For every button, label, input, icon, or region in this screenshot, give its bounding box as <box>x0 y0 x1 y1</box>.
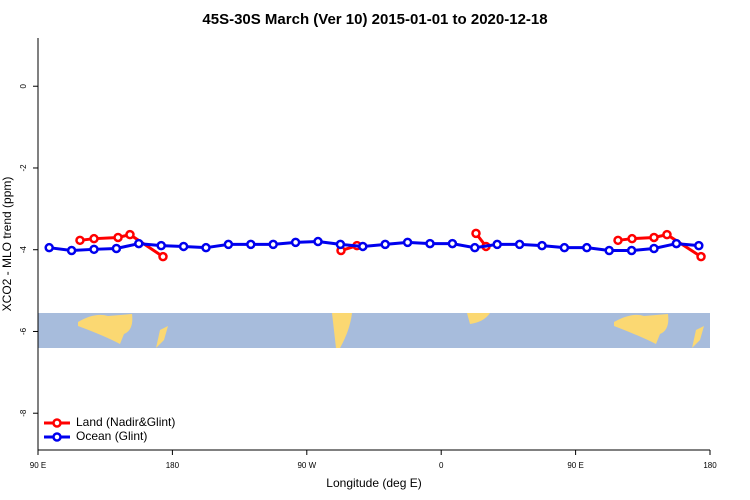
x-axis-label: Longitude (deg E) <box>326 476 421 490</box>
point <box>402 237 413 248</box>
point <box>649 232 659 243</box>
point <box>89 244 99 255</box>
point <box>425 238 435 249</box>
point <box>662 229 672 240</box>
point <box>649 243 659 254</box>
point <box>604 245 614 256</box>
chart-title: 45S-30S March (Ver 10) 2015-01-01 to 202… <box>202 11 547 28</box>
legend-marker <box>52 418 62 428</box>
point <box>471 228 481 239</box>
point <box>582 242 592 253</box>
point <box>201 242 211 253</box>
point <box>380 239 390 250</box>
point <box>335 239 346 250</box>
legend-label: Ocean (Glint) <box>76 429 147 443</box>
point <box>75 235 85 246</box>
y-tick-label: -6 <box>19 327 28 335</box>
point <box>156 240 166 251</box>
point <box>158 251 168 262</box>
point <box>178 241 189 252</box>
point <box>44 242 54 253</box>
y-tick-label: -4 <box>19 246 28 254</box>
point <box>492 239 502 250</box>
point <box>89 233 99 244</box>
y-axis-label: XCO2 - MLO trend (ppm) <box>0 177 14 312</box>
point <box>111 243 122 254</box>
point <box>613 235 623 246</box>
point <box>246 239 256 250</box>
point <box>66 245 77 256</box>
x-tick-label: 180 <box>703 461 717 470</box>
map-strip <box>38 313 710 348</box>
legend-marker <box>52 432 62 442</box>
point <box>671 238 682 249</box>
y-tick-label: -8 <box>19 409 28 417</box>
point <box>358 241 368 252</box>
y-tick-label: 0 <box>19 83 28 88</box>
point <box>447 238 458 249</box>
point <box>694 240 704 251</box>
x-tick-label: 180 <box>166 461 180 470</box>
point <box>514 239 525 250</box>
point <box>559 242 570 253</box>
point <box>313 236 323 247</box>
point <box>470 242 480 253</box>
point <box>134 238 144 249</box>
point <box>268 239 278 250</box>
point <box>696 251 706 262</box>
point <box>290 237 301 248</box>
point <box>537 240 547 251</box>
point <box>223 239 234 250</box>
point <box>113 232 123 243</box>
x-tick-label: 90 E <box>30 461 46 470</box>
point <box>627 233 637 244</box>
x-tick-label: 90 W <box>297 461 316 470</box>
point <box>626 245 637 256</box>
x-tick-label: 90 E <box>567 461 583 470</box>
x-tick-label: 0 <box>439 461 444 470</box>
y-tick-label: -2 <box>19 164 28 172</box>
point <box>125 229 135 240</box>
legend-label: Land (Nadir&Glint) <box>76 415 175 429</box>
